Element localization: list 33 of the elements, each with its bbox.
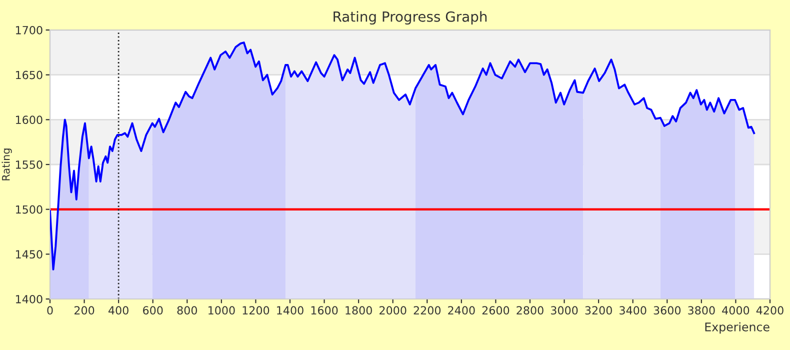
x-tick-label: 600 <box>143 306 163 315</box>
x-tick-label: 1800 <box>346 306 372 315</box>
y-axis-title: Rating <box>2 148 12 180</box>
chart-title: Rating Progress Graph <box>334 11 487 25</box>
x-tick-label: 2400 <box>448 306 475 315</box>
x-tick-label: 3000 <box>550 306 578 315</box>
x-tick-label: 2800 <box>516 306 544 315</box>
x-tick-label: 800 <box>177 306 198 315</box>
y-tick-label: 1700 <box>16 26 42 34</box>
x-tick-label: 1600 <box>311 306 338 315</box>
x-tick-label: 200 <box>74 306 94 315</box>
y-tick-label: 1550 <box>16 160 42 169</box>
x-tick-label: 1000 <box>208 306 235 315</box>
x-tick-label: 2200 <box>414 306 441 315</box>
y-tick-label: 1500 <box>16 205 42 214</box>
y-tick-label: 1450 <box>16 250 42 259</box>
x-tick-label: 0 <box>47 306 53 315</box>
x-tick-label: 3600 <box>654 306 681 315</box>
x-tick-label: 1400 <box>277 306 304 315</box>
x-tick-label: 1200 <box>242 306 270 315</box>
x-tick-label: 3400 <box>620 306 646 315</box>
x-tick-label: 4200 <box>756 306 784 315</box>
y-tick-label: 1400 <box>16 294 42 304</box>
x-tick-label: 3800 <box>688 306 715 315</box>
y-tick-label: 1650 <box>16 70 42 80</box>
x-tick-label: 4000 <box>722 306 750 315</box>
x-axis-title: Experience <box>705 322 770 334</box>
line-series <box>50 42 756 270</box>
x-tick-label: 2000 <box>380 306 406 315</box>
x-tick-label: 3200 <box>585 306 612 315</box>
x-tick-label: 2600 <box>482 306 510 315</box>
x-tick-label: 400 <box>108 306 128 315</box>
y-tick-label: 1600 <box>16 116 42 124</box>
